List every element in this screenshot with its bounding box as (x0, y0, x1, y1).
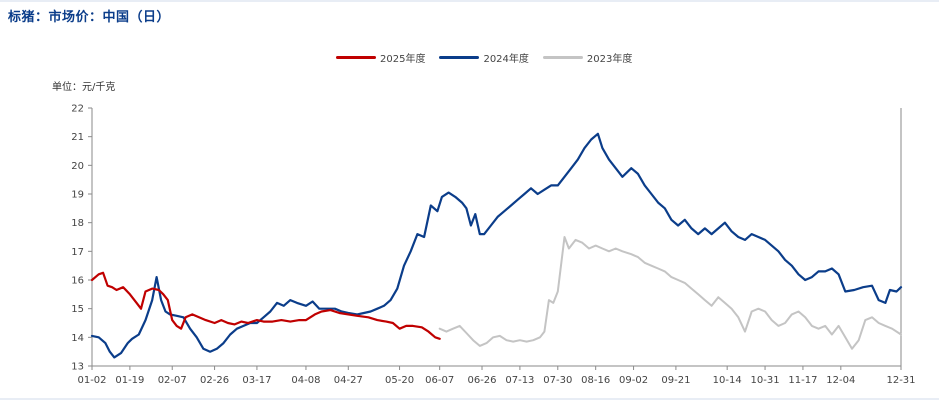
x-tick-label: 08-16 (581, 375, 610, 386)
x-tick-label: 10-14 (713, 375, 742, 386)
top-border (0, 0, 939, 2)
y-axis-unit-label: 单位：元/千克 (52, 82, 116, 93)
legend-item-2024[interactable]: 2024年度 (439, 50, 529, 65)
y-tick-label: 13 (71, 362, 84, 373)
legend-item-2023[interactable]: 2023年度 (542, 50, 633, 65)
x-tick-label: 07-30 (543, 375, 572, 386)
x-tick-label: 04-27 (334, 375, 363, 386)
x-tick-label: 05-20 (385, 375, 414, 386)
y-tick-label: 19 (71, 190, 84, 201)
y-tick-label: 15 (71, 304, 84, 315)
y-tick-label: 14 (71, 333, 84, 344)
y-tick-label: 20 (71, 161, 84, 172)
x-tick-label: 02-26 (200, 375, 229, 386)
x-tick-label: 09-21 (661, 375, 690, 386)
x-tick-label: 12-04 (826, 375, 855, 386)
x-tick-label: 02-07 (158, 375, 187, 386)
page-title: 标猪：市场价：中国（日） (8, 10, 171, 25)
x-tick-label: 06-07 (425, 375, 454, 386)
x-tick-label: 03-17 (242, 375, 271, 386)
y-tick-label: 21 (71, 132, 84, 143)
series-2024-line (90, 132, 903, 359)
y-tick-label: 18 (71, 218, 84, 229)
x-tick-label: 11-17 (788, 375, 817, 386)
y-tick-label: 16 (71, 276, 84, 287)
legend-label-2025: 2025年度 (380, 54, 426, 65)
series-2025-line (90, 271, 441, 340)
chart-series (90, 132, 903, 359)
y-tick-label: 22 (71, 104, 84, 115)
bottom-border (0, 398, 939, 400)
x-tick-label: 06-26 (467, 375, 496, 386)
x-tick-label: 12-31 (886, 375, 915, 386)
x-tick-label: 10-31 (751, 375, 780, 386)
y-axis-ticks: 13 14 15 16 17 18 19 20 21 22 (71, 104, 92, 373)
series-2023-line (438, 236, 902, 350)
chart-axes (91, 108, 902, 367)
x-tick-label: 04-08 (291, 375, 320, 386)
legend-swatch-2025 (336, 56, 376, 59)
x-tick-label: 09-02 (619, 375, 648, 386)
x-tick-label: 01-02 (77, 375, 106, 386)
legend-item-2025[interactable]: 2025年度 (336, 50, 425, 65)
legend-label-2023: 2023年度 (586, 54, 633, 65)
x-tick-label: 07-13 (505, 375, 534, 386)
x-axis-ticks: 01-02 01-19 02-07 02-26 03-17 04-08 04-27 05-20… (77, 366, 916, 386)
chart-legend: 2025年度 2024年度 2023年度 (336, 50, 632, 65)
y-tick-label: 17 (71, 247, 84, 258)
legend-swatch-2023 (542, 56, 583, 59)
legend-label-2024: 2024年度 (483, 54, 529, 65)
x-tick-label: 01-19 (115, 375, 144, 386)
legend-swatch-2024 (439, 56, 480, 59)
